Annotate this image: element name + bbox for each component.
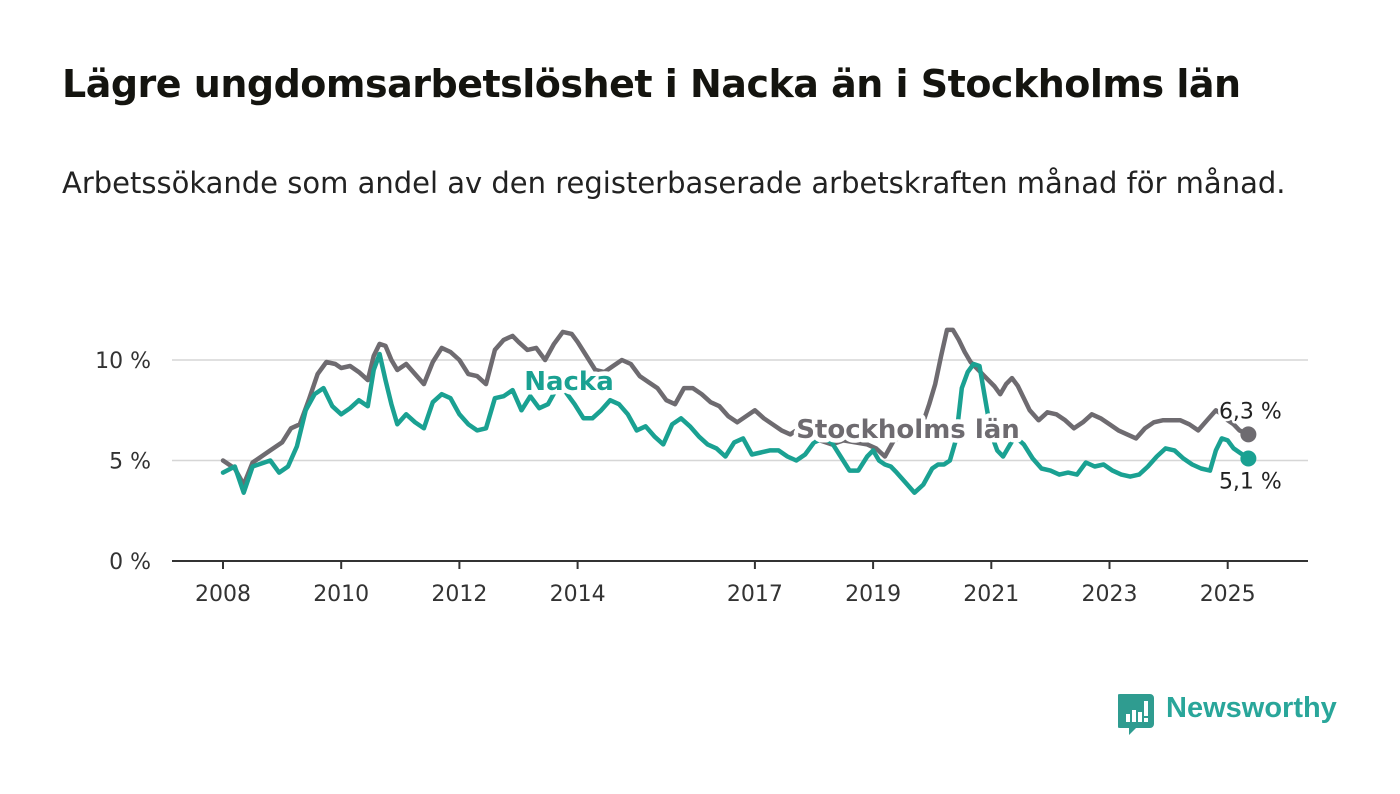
stockholms-lan-label: Stockholms län [796,415,1020,445]
x-axis: 2008 2010 2012 2014 2017 2019 2021 2023 2025 [172,560,1308,607]
x-tick-label: 2021 [963,582,1019,607]
chart-subtitle: Arbetssökande som andel av den registerb… [62,166,1286,200]
x-tick-label: 2010 [313,582,369,607]
y-tick-label: 0 % [109,550,151,575]
x-tick-label: 2012 [431,582,487,607]
x-tick-label: 2008 [195,582,251,607]
end-marker [1240,426,1257,443]
logo-icon [1118,694,1154,735]
newsworthy-logo[interactable]: Newsworthy [1118,690,1348,736]
end-value-label: 5,1 % [1219,469,1282,494]
y-axis-labels: 0 % 5 % 10 % [95,349,151,575]
chart-title: Lägre ungdomsarbetslöshet i Nacka än i S… [62,62,1241,106]
y-tick-label: 10 % [95,349,151,374]
stockholms-lan-line [220,327,1251,487]
grid-lines [172,359,1308,462]
end-value-label: 6,3 % [1219,399,1282,424]
series-label-halo: Stockholms län [796,415,1020,445]
x-tick-label: 2023 [1082,582,1138,607]
x-tick-label: 2017 [727,582,783,607]
end-markers: 6,3 % 5,1 % [1216,397,1284,497]
x-tick-label: 2019 [845,582,901,607]
series-lines [220,327,1251,495]
logo-text: Newsworthy [1166,692,1337,724]
series-label-halo: Nacka [524,367,614,397]
end-marker [1240,450,1257,467]
nacka-label: Nacka [524,367,614,397]
x-tick-label: 2014 [550,582,606,607]
y-tick-label: 5 % [109,450,151,475]
nacka-line [220,351,1251,495]
x-tick-label: 2025 [1200,582,1256,607]
